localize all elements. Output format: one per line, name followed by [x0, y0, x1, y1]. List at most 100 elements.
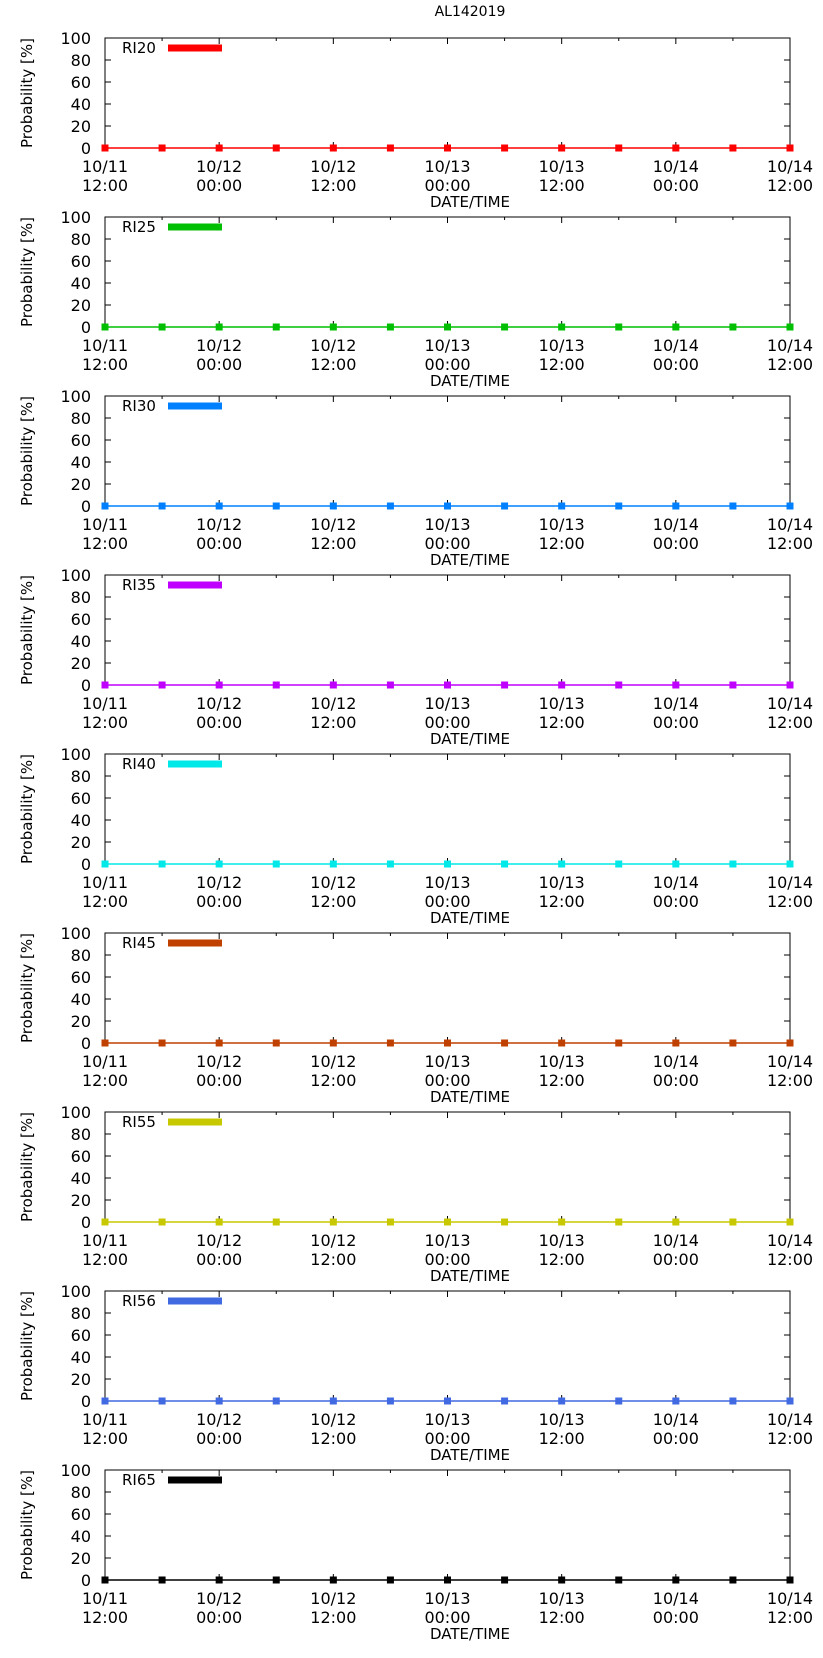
data-point-ri40	[101, 860, 109, 868]
x-tick-label-date: 10/14	[767, 1589, 813, 1608]
data-point-ri40	[672, 860, 680, 868]
x-tick-label-date: 10/12	[310, 1052, 356, 1071]
legend-label: RI20	[122, 39, 156, 57]
data-point-ri30	[444, 502, 451, 510]
x-tick-label-time: 12:00	[82, 355, 128, 374]
x-tick-label-time: 00:00	[196, 1250, 242, 1269]
x-tick-label-date: 10/13	[424, 694, 470, 713]
x-tick-label-time: 12:00	[82, 892, 128, 911]
x-tick-label-date: 10/13	[424, 1589, 470, 1608]
x-tick-label-time: 00:00	[196, 1071, 242, 1090]
data-point-ri40	[558, 860, 566, 868]
y-tick-label: 100	[60, 566, 91, 585]
x-tick-label-date: 10/13	[539, 157, 585, 176]
x-tick-label-time: 12:00	[539, 534, 585, 553]
x-tick-label-time: 12:00	[539, 892, 585, 911]
y-axis-label: Probability [%]	[18, 575, 36, 685]
x-tick-label-date: 10/14	[767, 694, 813, 713]
data-point-ri40	[786, 860, 794, 868]
x-axis-label: DATE/TIME	[430, 1446, 510, 1464]
x-tick-label-date: 10/11	[82, 336, 128, 355]
x-tick-label-time: 00:00	[653, 713, 699, 732]
data-point-ri40	[329, 860, 337, 868]
data-point-ri65	[672, 1576, 680, 1584]
data-point-ri30	[215, 502, 223, 510]
x-tick-label-time: 00:00	[424, 1071, 470, 1090]
legend-label: RI30	[122, 397, 156, 415]
data-point-ri40	[615, 860, 623, 868]
x-tick-label-time: 00:00	[196, 176, 242, 195]
data-point-ri35	[386, 681, 394, 689]
x-tick-label-time: 00:00	[196, 892, 242, 911]
data-point-ri65	[444, 1576, 451, 1584]
panel-ri20: 02040608010010/1112:0010/1200:0010/1212:…	[18, 29, 813, 211]
x-tick-label-time: 12:00	[310, 1071, 356, 1090]
legend-label: RI65	[122, 1471, 156, 1489]
data-point-ri65	[215, 1576, 223, 1584]
data-point-ri45	[786, 1039, 794, 1047]
x-tick-label-date: 10/14	[653, 157, 699, 176]
data-point-ri30	[615, 502, 623, 510]
x-tick-label-time: 00:00	[653, 1250, 699, 1269]
x-tick-label-time: 00:00	[653, 1608, 699, 1627]
data-point-ri45	[501, 1039, 509, 1047]
data-point-ri35	[558, 681, 566, 689]
y-tick-label: 100	[60, 1461, 91, 1480]
y-tick-label: 100	[60, 745, 91, 764]
x-tick-label-time: 00:00	[424, 892, 470, 911]
data-point-ri35	[444, 681, 451, 689]
data-point-ri25	[272, 323, 280, 331]
y-tick-label: 40	[71, 990, 91, 1009]
x-tick-label-date: 10/12	[310, 336, 356, 355]
x-tick-label-time: 12:00	[310, 713, 356, 732]
x-tick-label-time: 00:00	[424, 355, 470, 374]
x-tick-label-date: 10/12	[196, 873, 242, 892]
x-tick-label-time: 12:00	[82, 1071, 128, 1090]
data-point-ri35	[101, 681, 109, 689]
x-tick-label-time: 00:00	[424, 713, 470, 732]
y-tick-label: 100	[60, 29, 91, 48]
data-point-ri20	[786, 144, 794, 152]
x-tick-label-date: 10/12	[196, 1052, 242, 1071]
x-axis-label: DATE/TIME	[430, 1088, 510, 1106]
y-tick-label: 80	[71, 51, 91, 70]
data-point-ri56	[501, 1397, 509, 1405]
data-point-ri56	[158, 1397, 166, 1405]
x-tick-label-date: 10/14	[653, 694, 699, 713]
data-point-ri45	[444, 1039, 451, 1047]
x-tick-label-date: 10/14	[767, 1410, 813, 1429]
panel-ri30: 02040608010010/1112:0010/1200:0010/1212:…	[18, 387, 813, 569]
x-tick-label-date: 10/13	[539, 1231, 585, 1250]
y-tick-label: 80	[71, 946, 91, 965]
y-tick-label: 20	[71, 296, 91, 315]
x-tick-label-date: 10/13	[424, 873, 470, 892]
data-point-ri65	[158, 1576, 166, 1584]
data-point-ri35	[272, 681, 280, 689]
y-tick-label: 80	[71, 767, 91, 786]
data-point-ri20	[729, 144, 737, 152]
x-tick-label-time: 12:00	[767, 534, 813, 553]
x-tick-label-date: 10/13	[424, 515, 470, 534]
data-point-ri35	[329, 681, 337, 689]
data-point-ri35	[786, 681, 794, 689]
x-tick-label-time: 12:00	[82, 176, 128, 195]
y-tick-label: 80	[71, 1304, 91, 1323]
data-point-ri65	[329, 1576, 337, 1584]
legend-label: RI45	[122, 934, 156, 952]
y-tick-label: 0	[81, 855, 91, 874]
y-tick-label: 80	[71, 409, 91, 428]
data-point-ri30	[672, 502, 680, 510]
y-tick-label: 40	[71, 274, 91, 293]
y-tick-label: 60	[71, 1505, 91, 1524]
data-point-ri35	[672, 681, 680, 689]
y-tick-label: 0	[81, 1571, 91, 1590]
data-point-ri55	[615, 1218, 623, 1226]
x-tick-label-date: 10/14	[653, 1410, 699, 1429]
data-point-ri30	[501, 502, 509, 510]
y-tick-label: 60	[71, 1326, 91, 1345]
y-tick-label: 100	[60, 924, 91, 943]
data-point-ri20	[386, 144, 394, 152]
x-tick-label-time: 12:00	[310, 1429, 356, 1448]
data-point-ri45	[329, 1039, 337, 1047]
